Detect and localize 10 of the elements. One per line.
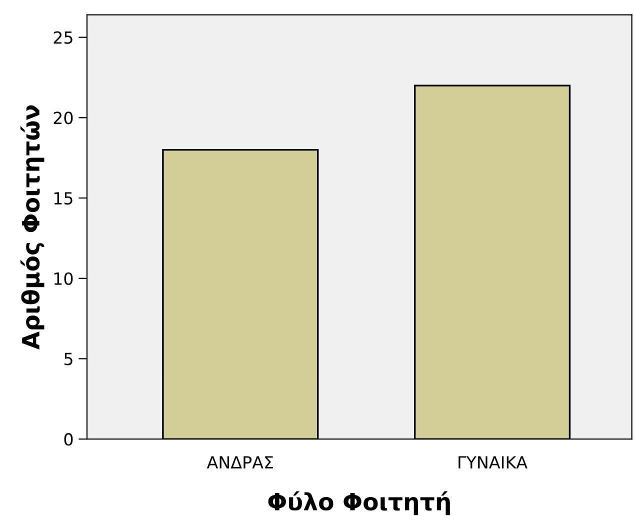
x-axis-title: Φύλο Φοιτητή <box>268 491 450 516</box>
y-tick-label: 10 <box>54 272 73 285</box>
y-tick-label: 20 <box>54 112 73 124</box>
y-tick-label: 5 <box>64 352 72 366</box>
y-tick-label: 15 <box>54 192 72 205</box>
x-tick-label: ΑΝΔΡΑΣ <box>206 456 273 468</box>
y-tick-label: 0 <box>64 433 73 446</box>
x-tick-label: ΓΥΝΑΙΚΑ <box>458 456 528 468</box>
y-tick-label: 25 <box>54 31 72 44</box>
y-axis-title: Αριθμός Φοιτητών <box>20 105 44 350</box>
